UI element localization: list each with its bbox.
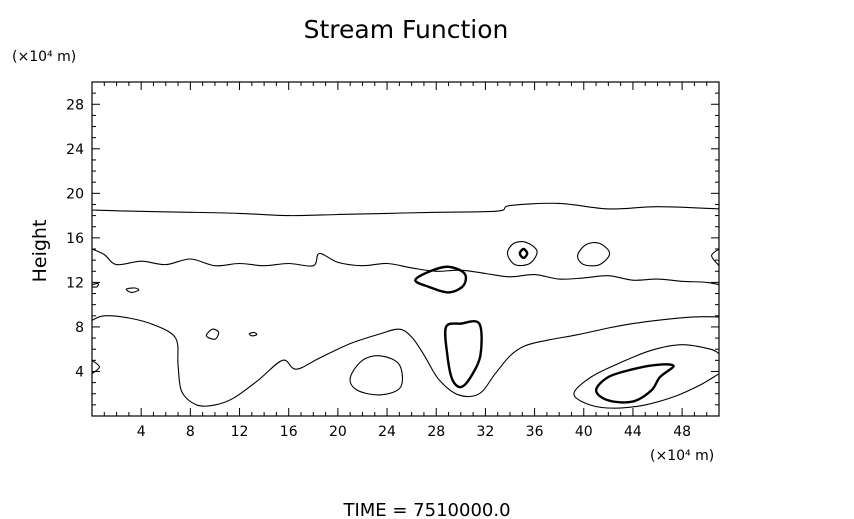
y-axis-label: Height <box>29 220 51 283</box>
x-tick-label: 4 <box>137 424 146 440</box>
x-unit-label: (×10⁴ m) <box>650 448 714 464</box>
y-tick-label: 8 <box>75 320 84 336</box>
x-tick-label: 12 <box>231 424 249 440</box>
contour-thick-eddy-44 <box>594 363 675 404</box>
x-tick-label: 48 <box>673 424 691 440</box>
y-tick-label: 24 <box>66 142 84 158</box>
x-tick-label: 36 <box>526 424 544 440</box>
y-tick-label: 12 <box>66 275 84 291</box>
x-tick-label: 20 <box>329 424 347 440</box>
x-tick-label: 40 <box>575 424 593 440</box>
contour-lower-region-boundary <box>91 315 720 407</box>
y-tick-label: 28 <box>66 97 84 113</box>
contour-outer-eddy-44 <box>573 344 720 409</box>
chart-title: Stream Function <box>304 15 509 44</box>
contour-tiny-eddy-a <box>125 287 140 293</box>
contour-small-left-edge-lower <box>91 359 100 375</box>
contour-eddy-41 <box>577 242 611 267</box>
contour-right-edge-eddy <box>711 248 720 267</box>
y-tick-label: 4 <box>75 364 84 380</box>
x-tick-label: 44 <box>624 424 642 440</box>
contour-upper-band-bottom-left <box>91 248 720 286</box>
y-tick-label: 16 <box>66 231 84 247</box>
plot-frame <box>91 81 720 417</box>
time-footer: TIME = 7510000.0 <box>342 500 510 519</box>
contour-thick-eddy-30 <box>443 319 483 389</box>
x-tick-label: 32 <box>476 424 494 440</box>
contour-eddy-23 <box>349 355 403 396</box>
contour-small-left-edge-upper <box>91 282 99 288</box>
y-tick-label: 20 <box>66 186 84 202</box>
contour-thick-eddy-29 <box>414 265 468 294</box>
x-tick-label: 16 <box>280 424 298 440</box>
x-tick-label: 8 <box>186 424 195 440</box>
contour-upper-band-top <box>91 202 720 217</box>
contour-eddy-35-inner <box>518 247 529 260</box>
contour-eddy-35 <box>506 241 538 267</box>
contour-tiny-eddy-c <box>248 331 258 337</box>
contour-tiny-eddy-b <box>205 328 220 340</box>
y-unit-label: (×10⁴ m) <box>12 49 76 65</box>
x-tick-label: 24 <box>378 424 396 440</box>
x-tick-label: 28 <box>427 424 445 440</box>
